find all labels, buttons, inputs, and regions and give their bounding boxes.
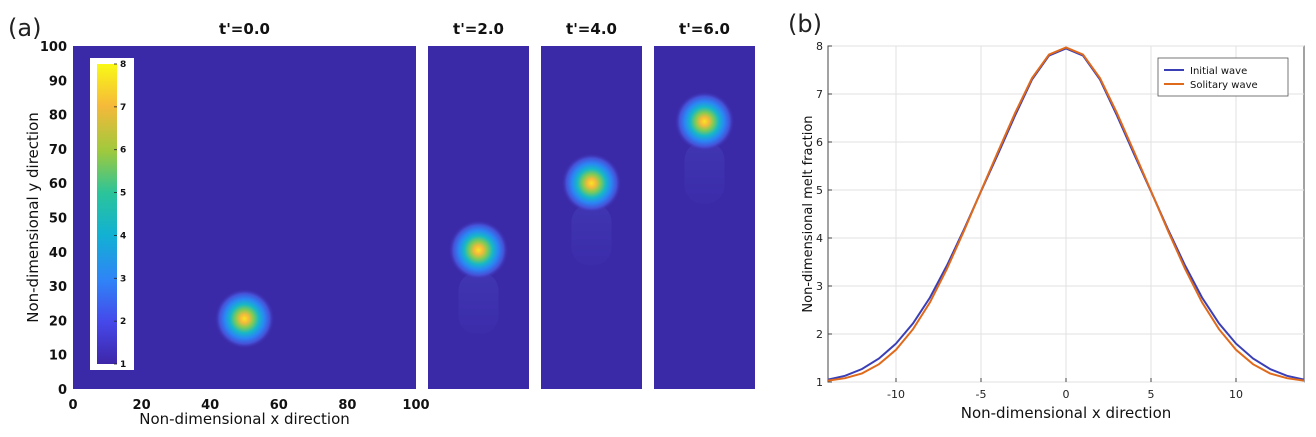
- y-tick-label: 20: [49, 314, 67, 329]
- frame-title-2: t'=4.0: [566, 20, 617, 38]
- melt-peak-0: [214, 288, 275, 349]
- y-tick-label: 3: [816, 280, 823, 293]
- legend-entry-0: Initial wave: [1190, 66, 1247, 77]
- colorbar-tick-label: 3: [120, 274, 126, 284]
- x-tick-label: -5: [976, 388, 987, 401]
- y-tick-label: 6: [816, 136, 823, 149]
- melt-peak-1: [448, 220, 509, 281]
- y-tick-label: 40: [49, 246, 67, 261]
- trail-1: [458, 272, 499, 335]
- frame-title-1: t'=2.0: [453, 20, 504, 38]
- colorbar-tick-label: 4: [120, 231, 126, 241]
- heatmap-panel: t'=0.0 t'=2.0 t'=4.0 t'=6.00102030405060708…: [24, 20, 755, 428]
- x-tick-label: 5: [1148, 388, 1155, 401]
- y-tick-label: 5: [816, 184, 823, 197]
- colorbar-tick-label: 2: [120, 317, 126, 327]
- line-chart-panel: -10 -5 0 5 10 1 2 3 4 5 6 7 8 Non-dimensional x direc…: [801, 40, 1305, 422]
- colorbar-tick-label: 8: [120, 60, 126, 70]
- x-axis-label: Non-dimensional x direction: [961, 404, 1172, 422]
- legend-entry-1: Solitary wave: [1190, 80, 1258, 91]
- y-tick-label: 1: [816, 376, 823, 389]
- y-axis-label: Non-dimensional melt fraction: [801, 115, 816, 312]
- melt-peak-3: [674, 91, 735, 152]
- y-tick-label: 7: [816, 88, 823, 101]
- series-line-1: [827, 46, 1305, 382]
- y-tick-label: 0: [58, 383, 67, 398]
- frame-title-3: t'=6.0: [679, 20, 730, 38]
- y-tick-label: 4: [816, 232, 823, 245]
- y-axis-label: Non-dimensional y direction: [24, 112, 42, 323]
- y-tick-label: 30: [49, 280, 67, 295]
- colorbar-tick-label: 5: [120, 189, 126, 199]
- x-tick-label: 80: [338, 398, 356, 413]
- colorbar-tick-label: 1: [120, 360, 126, 370]
- trail-2: [571, 203, 612, 266]
- y-tick-label: 50: [49, 212, 67, 227]
- x-tick-label: 40: [201, 398, 219, 413]
- x-tick-label: 0: [1063, 388, 1070, 401]
- x-tick-label: 100: [402, 398, 429, 413]
- y-tick-label: 90: [49, 74, 67, 89]
- y-tick-label: 8: [816, 40, 823, 53]
- x-tick-label: 60: [270, 398, 288, 413]
- colorbar-tick-label: 7: [120, 103, 126, 113]
- heatmap-frame-1: [428, 46, 529, 389]
- y-tick-label: 70: [49, 143, 67, 158]
- x-tick-label: 10: [1229, 388, 1243, 401]
- x-tick-label: 20: [133, 398, 151, 413]
- melt-peak-2: [561, 153, 622, 214]
- y-tick-label: 2: [816, 328, 823, 341]
- panel-label-a: (a): [8, 14, 41, 42]
- y-tick-label: 80: [49, 109, 67, 124]
- frame-title-0: t'=0.0: [219, 20, 270, 38]
- x-tick-label: -10: [887, 388, 905, 401]
- x-axis-label: Non-dimensional x direction: [139, 410, 350, 428]
- trail-3: [684, 142, 725, 204]
- colorbar-gradient: [97, 64, 117, 364]
- x-tick-label: 0: [68, 398, 77, 413]
- y-tick-label: 100: [40, 40, 67, 55]
- legend-box: [1157, 57, 1289, 97]
- y-tick-label: 10: [49, 349, 67, 364]
- y-tick-label: 60: [49, 177, 67, 192]
- panel-label-b: (b): [788, 10, 822, 38]
- colorbar-tick-label: 6: [120, 146, 126, 156]
